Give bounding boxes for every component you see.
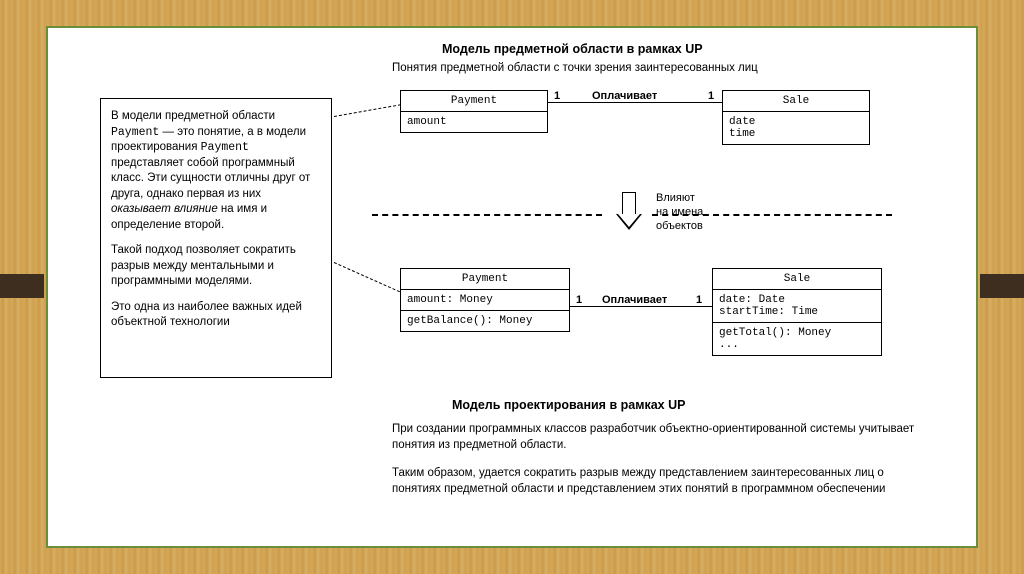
left-tab: [0, 274, 44, 298]
influence-arrow-icon: [616, 192, 642, 234]
note-p1: В модели предметной области Payment — эт…: [111, 109, 321, 233]
title-top: Модель предметной области в рамках UP: [442, 42, 703, 56]
note-box: В модели предметной области Payment — эт…: [100, 98, 332, 378]
diagram-content: Модель предметной области в рамках UP По…: [72, 42, 952, 536]
design-assoc-line: [570, 306, 712, 307]
influence-arrow-text: Влияют на имена объектов: [656, 192, 703, 233]
note-p2: Такой подход позволяет сократить разрыв …: [111, 243, 321, 290]
uml-design-payment-op: getBalance(): Money: [401, 311, 569, 331]
para-bottom-2: Таким образом, удается сократить разрыв …: [392, 466, 922, 497]
uml-design-payment-attr: amount: Money: [401, 290, 569, 311]
uml-domain-payment: Payment amount: [400, 90, 548, 133]
domain-assoc-label: Оплачивает: [592, 90, 657, 102]
uml-design-sale: Sale date: Date startTime: Time getTotal…: [712, 268, 882, 356]
design-mult-left: 1: [576, 294, 582, 306]
para-bottom-1: При создании программных классов разрабо…: [392, 422, 922, 453]
right-tab: [980, 274, 1024, 298]
design-assoc-label: Оплачивает: [602, 294, 667, 306]
uml-domain-payment-name: Payment: [401, 91, 547, 112]
uml-domain-sale: Sale date time: [722, 90, 870, 145]
uml-design-payment: Payment amount: Money getBalance(): Mone…: [400, 268, 570, 332]
uml-domain-sale-attrs: date time: [723, 112, 869, 144]
uml-design-payment-name: Payment: [401, 269, 569, 290]
uml-domain-sale-name: Sale: [723, 91, 869, 112]
note-p3: Это одна из наиболее важных идей объектн…: [111, 300, 321, 331]
domain-mult-right: 1: [708, 90, 714, 102]
dash-to-design-payment: [334, 262, 400, 292]
subtitle-top: Понятия предметной области с точки зрени…: [392, 62, 758, 74]
dash-to-domain-payment: [334, 104, 401, 117]
title-bottom: Модель проектирования в рамках UP: [452, 398, 685, 412]
uml-design-sale-ops: getTotal(): Money ...: [713, 323, 881, 355]
uml-design-sale-name: Sale: [713, 269, 881, 290]
uml-domain-payment-attr: amount: [401, 112, 547, 132]
separator-dash-left: [372, 214, 602, 216]
uml-design-sale-attrs: date: Date startTime: Time: [713, 290, 881, 323]
domain-assoc-line: [548, 102, 722, 103]
domain-mult-left: 1: [554, 90, 560, 102]
slide-frame: Модель предметной области в рамках UP По…: [46, 26, 978, 548]
design-mult-right: 1: [696, 294, 702, 306]
